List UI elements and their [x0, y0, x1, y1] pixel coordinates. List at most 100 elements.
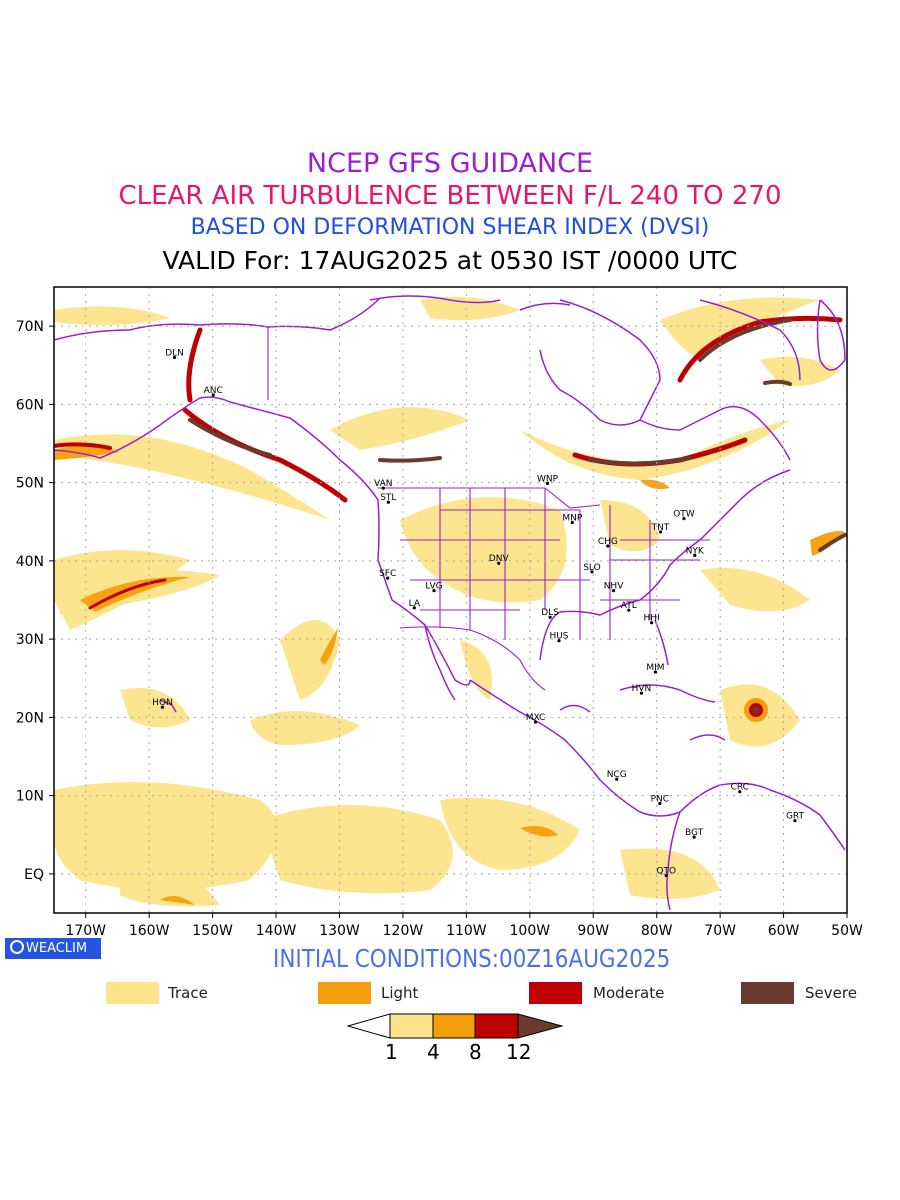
lat-tick-label: 30N [16, 632, 44, 648]
lon-tick-label: 70W [704, 923, 736, 939]
station-dot [386, 576, 390, 580]
station-label-mim: MIM [646, 663, 664, 673]
legend-swatch-trace [106, 982, 159, 1004]
station-dot [650, 621, 654, 625]
station-dot [611, 589, 616, 593]
lon-tick-label: 60W [768, 923, 800, 939]
lat-tick-label: 40N [16, 554, 44, 570]
station-dot [590, 570, 594, 574]
station-dot [545, 481, 550, 486]
lon-tick-label: 120W [383, 923, 424, 939]
colorbar [346, 1013, 564, 1039]
station-dot [211, 393, 215, 397]
station-dot [557, 639, 561, 643]
logo-ring-icon [10, 940, 24, 954]
station-label-hhi: HHI [644, 614, 660, 624]
station-dot [693, 553, 697, 557]
station-label-hvn: HVN [632, 684, 652, 694]
legend-swatch-light [318, 982, 371, 1004]
colorbar-label-4: 4 [427, 1040, 440, 1064]
station-label-ncg: NCG [607, 770, 627, 780]
colorbar-segment-light [432, 1013, 476, 1039]
turbulence-shading [54, 296, 847, 907]
station-dot [412, 606, 416, 610]
station-label-la: LA [409, 599, 421, 609]
lon-tick-label: 160W [129, 923, 170, 939]
station-label-wnp: WNP [537, 474, 559, 484]
station-dot [664, 873, 668, 878]
station-dot [570, 520, 574, 525]
station-label-stl: STL [380, 493, 396, 503]
legend-label-severe: Severe [805, 984, 857, 1002]
station-dot [658, 530, 663, 534]
station-label-tnt: TNT [651, 523, 670, 533]
station-label-pnc: PNC [651, 794, 669, 804]
title-valid-time: VALID For: 17AUG2025 at 0530 IST /0000 U… [162, 246, 738, 275]
lat-tick-label: 70N [16, 319, 44, 335]
map-axes: EQ 10N 20N 30N 40N 50N 60N 70N 170W 160W 150W 140W 1… [16, 319, 863, 939]
station-label-otw: OTW [673, 510, 695, 520]
lat-tick-label: 20N [16, 710, 44, 726]
station-label-chg: CHG [598, 537, 618, 547]
lon-tick-label: 80W [641, 923, 673, 939]
initial-conditions: INITIAL CONDITIONS:00Z16AUG2025 [273, 944, 671, 973]
title-method: BASED ON DEFORMATION SHEAR INDEX (DVSI) [190, 215, 710, 240]
lon-tick-label: 90W [577, 923, 609, 939]
lat-tick-label: 50N [16, 476, 44, 492]
legend-swatch-moderate [529, 982, 582, 1004]
legend-label-light: Light [381, 984, 419, 1002]
station-dot [738, 790, 742, 794]
lat-tick-label: 10N [16, 789, 44, 805]
station-label-slo: SLO [583, 563, 601, 573]
legend-label-moderate: Moderate [593, 984, 665, 1002]
station-label-dls: DLS [541, 608, 559, 618]
title-model: NCEP GFS GUIDANCE [306, 148, 594, 179]
lon-tick-label: 110W [446, 923, 487, 939]
colorbar-segment-moderate [474, 1013, 519, 1039]
station-dot [639, 691, 644, 695]
lon-tick-label: 150W [192, 923, 233, 939]
station-label-van: VAN [374, 479, 392, 489]
station-label-hon: HON [152, 698, 173, 708]
station-dot [606, 544, 610, 548]
colorbar-segment-trace [389, 1013, 434, 1039]
station-dot [658, 801, 662, 806]
colorbar-under-triangle [346, 1013, 391, 1039]
legend-label-trace: Trace [168, 984, 208, 1002]
station-dot [548, 615, 552, 619]
station-dot [682, 517, 686, 521]
station-dot [627, 608, 631, 612]
station-dot [615, 777, 619, 781]
lon-tick-label: 50W [831, 923, 863, 939]
station-dot [497, 561, 501, 565]
lon-tick-label: 100W [510, 923, 551, 939]
map-frame [53, 286, 848, 914]
station-label-anc: ANC [204, 386, 223, 396]
station-dot [692, 835, 696, 839]
lon-tick-label: 130W [319, 923, 360, 939]
lat-tick-label: 60N [16, 397, 44, 413]
station-label-atl: ATL [621, 601, 637, 611]
station-label-dln: DLN [165, 348, 184, 358]
station-dot [381, 486, 385, 490]
colorbar-over-triangle [517, 1013, 564, 1039]
legend-swatch-severe [741, 982, 794, 1004]
colorbar-label-12: 12 [506, 1040, 532, 1064]
lat-tick-label: EQ [24, 867, 44, 883]
station-label-mxc: MXC [526, 713, 546, 723]
colorbar-label-1: 1 [385, 1040, 398, 1064]
station-label-bgt: BGT [685, 828, 704, 838]
station-label-qto: QTO [656, 866, 676, 876]
lon-tick-label: 170W [65, 923, 106, 939]
weaclim-logo-badge: WEACLIM [5, 938, 101, 959]
station-dot [653, 670, 658, 674]
station-label-nhv: NHV [604, 582, 625, 592]
station-label-mnp: MNP [562, 514, 582, 524]
colorbar-label-8: 8 [469, 1040, 482, 1064]
title-product: CLEAR AIR TURBULENCE BETWEEN F/L 240 TO … [118, 181, 782, 211]
station-label-lvg: LVG [425, 582, 442, 592]
political-boundaries [267, 327, 710, 691]
lon-tick-label: 140W [256, 923, 297, 939]
